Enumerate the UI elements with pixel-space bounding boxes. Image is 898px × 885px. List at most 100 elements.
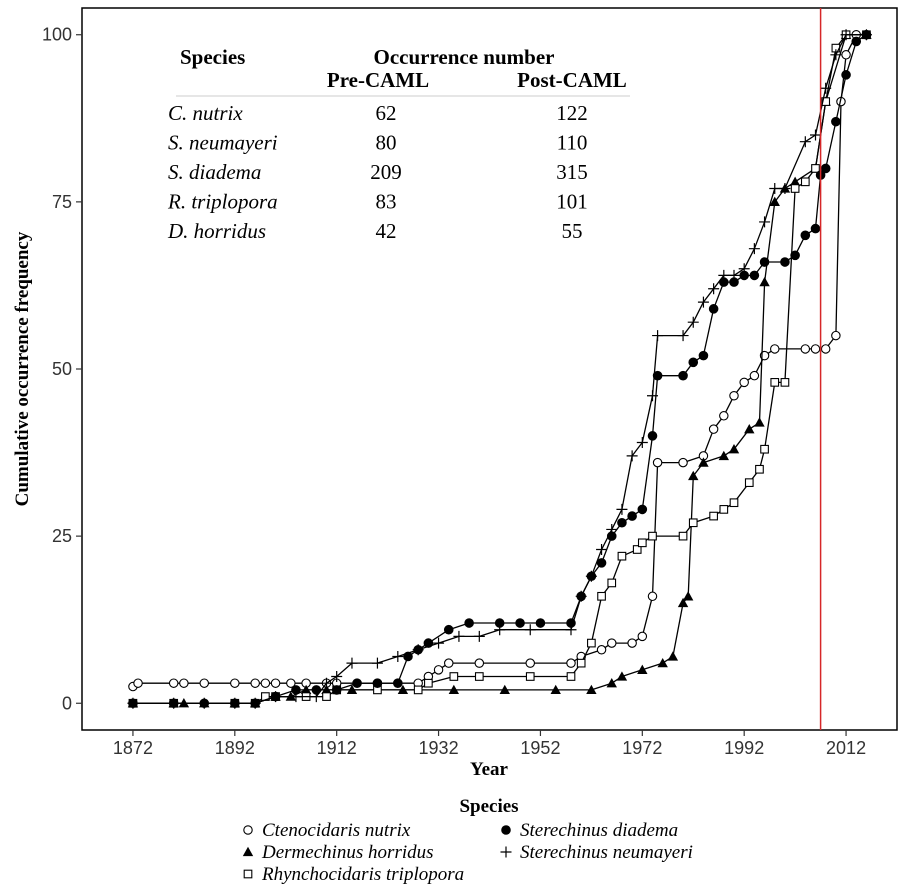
data-point (575, 590, 587, 602)
data-point (759, 257, 770, 267)
data-point (677, 330, 689, 342)
legend-key (500, 846, 512, 858)
data-point (800, 230, 811, 241)
y-tick-label: 100 (42, 25, 72, 45)
data-point (759, 276, 770, 287)
legend-key (501, 825, 511, 835)
data-point (168, 697, 180, 709)
legend-label: Sterechinus diadema (520, 820, 678, 841)
table-species-cell: S. diadema (168, 160, 261, 184)
data-point (744, 478, 754, 487)
data-point (576, 658, 586, 668)
legend-items: Ctenocidaris nutrix Sterechinus diadema De… (242, 820, 693, 885)
data-point (682, 591, 694, 601)
data-point (708, 424, 719, 434)
data-point (372, 678, 383, 689)
data-point (810, 344, 821, 354)
data-point (636, 437, 648, 449)
data-point (535, 618, 546, 628)
data-point (718, 269, 730, 281)
data-point (392, 650, 404, 662)
table-header-occurrence: Occurrence number (374, 45, 555, 69)
data-point (789, 176, 801, 186)
data-point (851, 36, 862, 47)
y-tick-label: 25 (52, 526, 72, 546)
series-line (132, 34, 867, 704)
data-point (728, 269, 740, 281)
data-point (719, 505, 729, 514)
table-species-cell: D. horridus (167, 219, 266, 243)
data-point (841, 50, 851, 60)
data-point (698, 457, 709, 467)
data-point (565, 624, 577, 636)
data-point (250, 678, 260, 688)
data-point (596, 544, 608, 555)
legend-item: Rhynchocidaris triplopora (243, 864, 464, 885)
table-pre-cell: 80 (376, 131, 397, 155)
table-pre-cell: 62 (376, 101, 397, 125)
data-point (346, 657, 358, 669)
table-pre-cell: 209 (370, 160, 402, 184)
data-point (841, 70, 851, 80)
data-point (678, 370, 688, 381)
data-point (524, 624, 536, 636)
data-point (525, 658, 535, 668)
data-point (719, 411, 729, 421)
data-point (820, 344, 831, 354)
data-point (585, 570, 597, 582)
table-row: R. triplopora 83 101 (167, 190, 588, 214)
data-point (179, 678, 189, 688)
data-point (474, 672, 484, 681)
table-row: S. diadema 209 315 (168, 160, 588, 184)
data-point (652, 370, 663, 381)
data-point (443, 658, 454, 668)
data-point (688, 518, 698, 528)
data-point (698, 350, 709, 361)
data-point (754, 417, 765, 427)
table-header-post-caml: Post-CAML (517, 68, 627, 92)
data-point (800, 344, 811, 354)
x-tick-label: 1992 (724, 738, 764, 758)
data-point (464, 618, 474, 628)
data-point (230, 678, 240, 688)
table-species-cell: R. triplopora (167, 190, 278, 214)
data-point (688, 357, 699, 368)
data-point (637, 664, 648, 674)
data-point (413, 685, 423, 695)
data-point (780, 257, 790, 267)
x-tick-label: 2012 (826, 738, 866, 758)
data-point (473, 630, 485, 642)
table-header-pre-caml: Pre-CAML (327, 68, 429, 92)
data-point (769, 196, 780, 207)
data-point (596, 558, 607, 568)
table-post-cell: 315 (556, 160, 588, 184)
data-point (626, 450, 638, 462)
data-point (688, 470, 699, 481)
table-post-cell: 55 (562, 219, 583, 243)
table-pre-cell: 83 (376, 190, 397, 214)
data-point (607, 578, 617, 588)
y-tick-label: 75 (52, 192, 72, 212)
series-layer (127, 29, 872, 709)
data-point (749, 370, 760, 381)
legend-key (243, 869, 253, 879)
data-point (448, 684, 460, 695)
data-point (820, 163, 831, 174)
data-point (810, 223, 821, 234)
data-point (433, 637, 445, 649)
data-point (393, 678, 403, 689)
legend-item: Dermechinus horridus (242, 842, 434, 863)
data-point (790, 250, 800, 261)
legend: Species Ctenocidaris nutrix Sterechinus d… (242, 796, 693, 885)
data-point (637, 504, 648, 515)
x-tick-label: 1872 (113, 738, 153, 758)
data-point (310, 691, 322, 703)
data-point (270, 678, 281, 688)
axes: 1872 1892 1912 1932 1952 1972 1992 2012 0 25 50 75 1… (42, 25, 866, 758)
data-point (678, 457, 688, 468)
data-point (606, 638, 617, 648)
data-point (667, 651, 679, 661)
x-tick-label: 1932 (419, 738, 459, 758)
table-post-cell: 122 (556, 101, 588, 125)
